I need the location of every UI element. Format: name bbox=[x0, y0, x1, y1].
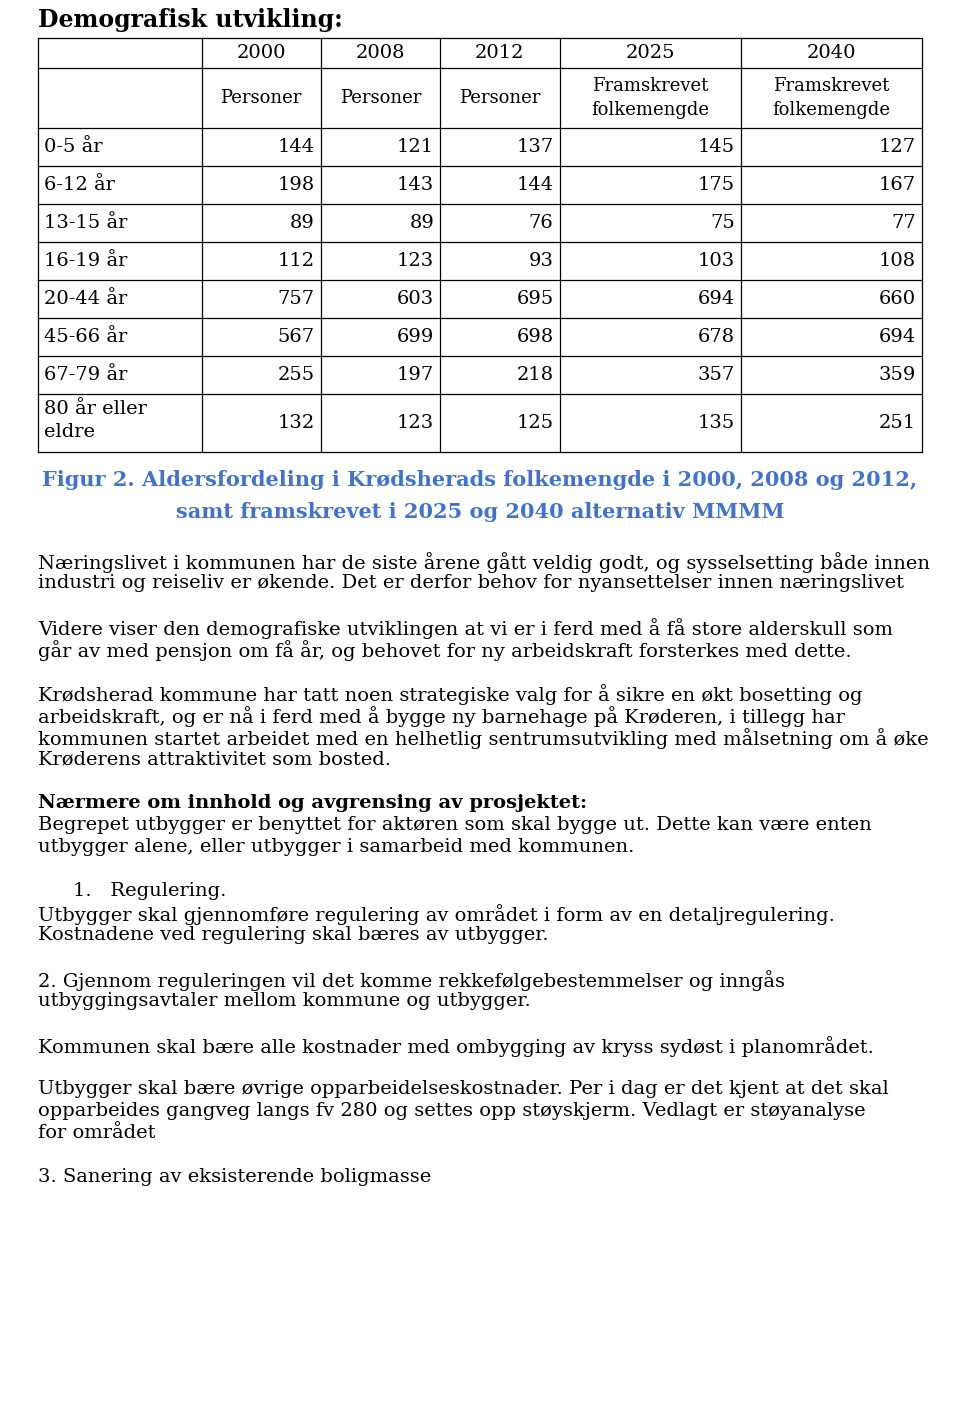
Text: 93: 93 bbox=[529, 251, 554, 270]
Text: 20-44 år: 20-44 år bbox=[44, 290, 128, 308]
Text: Framskrevet
folkemengde: Framskrevet folkemengde bbox=[773, 77, 890, 119]
Text: 175: 175 bbox=[698, 176, 734, 195]
Text: 699: 699 bbox=[396, 328, 434, 346]
Text: 143: 143 bbox=[397, 176, 434, 195]
Text: Kostnadene ved regulering skal bæres av utbygger.: Kostnadene ved regulering skal bæres av … bbox=[38, 926, 548, 944]
Text: Personer: Personer bbox=[221, 89, 301, 106]
Text: 359: 359 bbox=[878, 366, 916, 383]
Text: industri og reiseliv er økende. Det er derfor behov for nyansettelser innen næri: industri og reiseliv er økende. Det er d… bbox=[38, 574, 904, 592]
Text: Kommunen skal bære alle kostnader med ombygging av kryss sydøst i planområdet.: Kommunen skal bære alle kostnader med om… bbox=[38, 1037, 874, 1056]
Text: samt framskrevet i 2025 og 2040 alternativ MMMM: samt framskrevet i 2025 og 2040 alternat… bbox=[176, 503, 784, 523]
Text: 121: 121 bbox=[397, 138, 434, 156]
Text: 603: 603 bbox=[397, 290, 434, 308]
Text: Framskrevet
folkemengde: Framskrevet folkemengde bbox=[591, 77, 709, 119]
Text: 89: 89 bbox=[290, 214, 315, 231]
Text: 137: 137 bbox=[516, 138, 554, 156]
Text: utbygger alene, eller utbygger i samarbeid med kommunen.: utbygger alene, eller utbygger i samarbe… bbox=[38, 838, 635, 856]
Text: opparbeides gangveg langs fv 280 og settes opp støyskjerm. Vedlagt er støyanalys: opparbeides gangveg langs fv 280 og sett… bbox=[38, 1102, 866, 1120]
Text: Krøderens attraktivitet som bosted.: Krøderens attraktivitet som bosted. bbox=[38, 750, 391, 768]
Text: arbeidskraft, og er nå i ferd med å bygge ny barnehage på Krøderen, i tillegg ha: arbeidskraft, og er nå i ferd med å bygg… bbox=[38, 706, 845, 727]
Text: 698: 698 bbox=[516, 328, 554, 346]
Text: 16-19 år: 16-19 år bbox=[44, 251, 128, 270]
Text: 2008: 2008 bbox=[356, 44, 405, 62]
Text: 123: 123 bbox=[397, 251, 434, 270]
Text: Personer: Personer bbox=[459, 89, 540, 106]
Text: 112: 112 bbox=[277, 251, 315, 270]
Text: 89: 89 bbox=[409, 214, 434, 231]
Text: 2. Gjennom reguleringen vil det komme rekkefølgebestemmelser og inngås: 2. Gjennom reguleringen vil det komme re… bbox=[38, 970, 785, 991]
Text: Krødsherad kommune har tatt noen strategiske valg for å sikre en økt bosetting o: Krødsherad kommune har tatt noen strateg… bbox=[38, 684, 862, 704]
Text: 357: 357 bbox=[698, 366, 734, 383]
Text: 2025: 2025 bbox=[625, 44, 675, 62]
Text: 567: 567 bbox=[277, 328, 315, 346]
Text: 694: 694 bbox=[698, 290, 734, 308]
Text: Figur 2. Aldersfordeling i Krødsherads folkemengde i 2000, 2008 og 2012,: Figur 2. Aldersfordeling i Krødsherads f… bbox=[42, 470, 918, 490]
Text: 108: 108 bbox=[878, 251, 916, 270]
Text: 198: 198 bbox=[277, 176, 315, 195]
Text: 76: 76 bbox=[529, 214, 554, 231]
Text: 197: 197 bbox=[397, 366, 434, 383]
Text: 251: 251 bbox=[878, 415, 916, 432]
Text: 132: 132 bbox=[277, 415, 315, 432]
Text: 2040: 2040 bbox=[806, 44, 856, 62]
Text: Personer: Personer bbox=[340, 89, 421, 106]
Text: 75: 75 bbox=[710, 214, 734, 231]
Text: Videre viser den demografiske utviklingen at vi er i ferd med å få store aldersk: Videre viser den demografiske utviklinge… bbox=[38, 618, 893, 639]
Text: 167: 167 bbox=[878, 176, 916, 195]
Text: 6-12 år: 6-12 år bbox=[44, 176, 115, 195]
Text: 218: 218 bbox=[516, 366, 554, 383]
Text: 145: 145 bbox=[698, 138, 734, 156]
Text: 45-66 år: 45-66 år bbox=[44, 328, 128, 346]
Text: 757: 757 bbox=[277, 290, 315, 308]
Text: utbyggingsavtaler mellom kommune og utbygger.: utbyggingsavtaler mellom kommune og utby… bbox=[38, 993, 531, 1010]
Text: Nærmere om innhold og avgrensing av prosjektet:: Nærmere om innhold og avgrensing av pros… bbox=[38, 794, 588, 812]
Text: 144: 144 bbox=[277, 138, 315, 156]
Text: 67-79 år: 67-79 år bbox=[44, 366, 128, 383]
Text: 678: 678 bbox=[698, 328, 734, 346]
Text: 695: 695 bbox=[516, 290, 554, 308]
Text: 2012: 2012 bbox=[475, 44, 525, 62]
Text: 125: 125 bbox=[516, 415, 554, 432]
Text: 77: 77 bbox=[891, 214, 916, 231]
Text: 144: 144 bbox=[516, 176, 554, 195]
Text: 135: 135 bbox=[698, 415, 734, 432]
Text: 660: 660 bbox=[878, 290, 916, 308]
Text: går av med pensjon om få år, og behovet for ny arbeidskraft forsterkes med dette: går av med pensjon om få år, og behovet … bbox=[38, 640, 852, 660]
Text: Demografisk utvikling:: Demografisk utvikling: bbox=[38, 9, 343, 33]
Text: Utbygger skal gjennomføre regulering av området i form av en detaljregulering.: Utbygger skal gjennomføre regulering av … bbox=[38, 905, 835, 924]
Text: 80 år eller
eldre: 80 år eller eldre bbox=[44, 400, 147, 440]
Text: Begrepet utbygger er benyttet for aktøren som skal bygge ut. Dette kan være ente: Begrepet utbygger er benyttet for aktøre… bbox=[38, 816, 872, 834]
Text: 103: 103 bbox=[698, 251, 734, 270]
Text: Utbygger skal bære øvrige opparbeidelseskostnader. Per i dag er det kjent at det: Utbygger skal bære øvrige opparbeidelses… bbox=[38, 1081, 889, 1098]
Text: 2000: 2000 bbox=[236, 44, 286, 62]
Text: 123: 123 bbox=[397, 415, 434, 432]
Text: 3. Sanering av eksisterende boligmasse: 3. Sanering av eksisterende boligmasse bbox=[38, 1169, 431, 1186]
Text: kommunen startet arbeidet med en helhetlig sentrumsutvikling med målsetning om å: kommunen startet arbeidet med en helhetl… bbox=[38, 728, 928, 748]
Text: for området: for området bbox=[38, 1125, 156, 1142]
Text: 13-15 år: 13-15 år bbox=[44, 214, 128, 231]
Text: 0-5 år: 0-5 år bbox=[44, 138, 103, 156]
Text: 694: 694 bbox=[878, 328, 916, 346]
Text: 127: 127 bbox=[878, 138, 916, 156]
Text: Næringslivet i kommunen har de siste årene gått veldig godt, og sysselsetting bå: Næringslivet i kommunen har de siste åre… bbox=[38, 552, 930, 572]
Text: 255: 255 bbox=[277, 366, 315, 383]
Text: 1.   Regulering.: 1. Regulering. bbox=[73, 882, 227, 900]
